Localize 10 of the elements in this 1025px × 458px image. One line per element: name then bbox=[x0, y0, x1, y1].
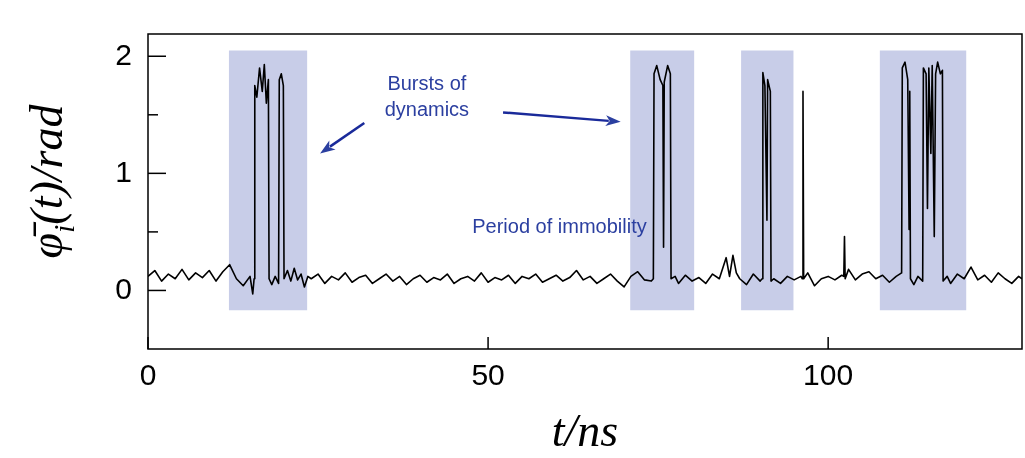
x-tick-label: 50 bbox=[471, 358, 505, 392]
x-axis-title: t/ns bbox=[551, 405, 619, 456]
x-tick-label: 100 bbox=[803, 358, 854, 392]
annotation: Bursts of dynamics bbox=[384, 71, 470, 120]
annotation: Period of immobility bbox=[472, 214, 647, 237]
x-tick-label: 0 bbox=[139, 358, 157, 392]
y-axis-title: φ̄i(t)/rad bbox=[21, 103, 80, 259]
y-tick-label: 0 bbox=[115, 271, 132, 305]
y-tick-label: 2 bbox=[115, 37, 132, 71]
y-tick-label: 1 bbox=[115, 154, 132, 188]
